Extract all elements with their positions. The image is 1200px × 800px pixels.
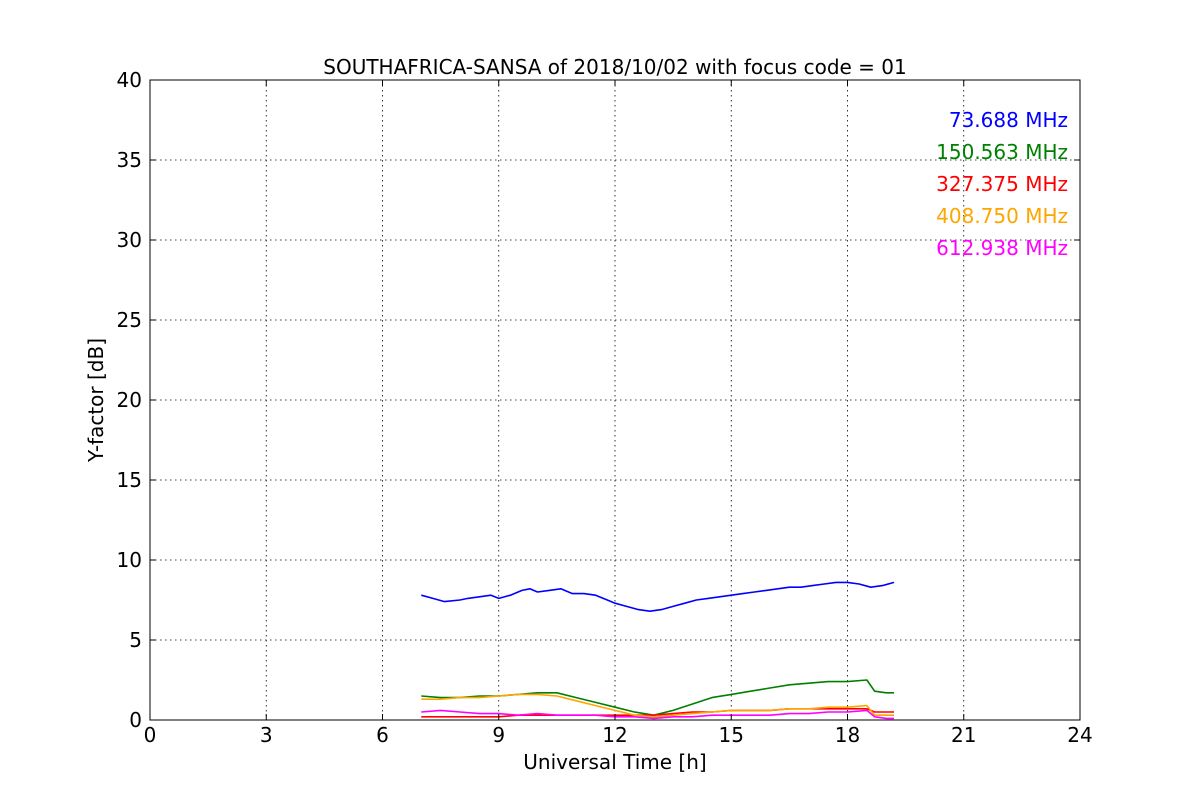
x-tick-label: 24 <box>1067 723 1092 747</box>
y-tick-label: 0 <box>129 708 142 732</box>
y-tick-label: 15 <box>117 468 142 492</box>
x-axis-label: Universal Time [h] <box>523 750 706 774</box>
x-tick-label: 18 <box>835 723 860 747</box>
chart-title: SOUTHAFRICA-SANSA of 2018/10/02 with foc… <box>323 55 907 79</box>
y-tick-label: 20 <box>117 388 142 412</box>
x-tick-label: 0 <box>144 723 157 747</box>
series-line-0 <box>421 581 895 613</box>
x-tick-label: 15 <box>719 723 744 747</box>
x-tick-label: 3 <box>260 723 273 747</box>
y-tick-label: 40 <box>117 68 142 92</box>
y-tick-label: 5 <box>129 628 142 652</box>
y-tick-label: 25 <box>117 308 142 332</box>
x-tick-label: 21 <box>951 723 976 747</box>
legend: 73.688 MHz 150.563 MHz 327.375 MHz 408.750 … <box>936 108 1068 260</box>
legend-entry-1: 150.563 MHz <box>936 140 1068 164</box>
y-tick-label: 30 <box>117 228 142 252</box>
y-axis-label: Y-factor [dB] <box>84 338 108 463</box>
ticks: 0 3 6 9 12 15 18 21 24 0 5 10 15 20 25 30 35 40 <box>117 68 1093 747</box>
grid <box>150 80 1080 720</box>
series-line-3 <box>421 693 894 718</box>
y-tick-label: 35 <box>117 148 142 172</box>
legend-entry-4: 612.938 MHz <box>936 236 1068 260</box>
series-layer <box>421 581 895 720</box>
x-tick-label: 9 <box>492 723 505 747</box>
legend-entry-0: 73.688 MHz <box>949 108 1068 132</box>
x-tick-label: 6 <box>376 723 389 747</box>
series-line-2 <box>421 707 894 718</box>
legend-entry-3: 408.750 MHz <box>936 204 1068 228</box>
x-tick-label: 12 <box>602 723 627 747</box>
series-line-4 <box>421 709 894 720</box>
legend-entry-2: 327.375 MHz <box>936 172 1068 196</box>
y-tick-label: 10 <box>117 548 142 572</box>
series-line-1 <box>421 679 894 717</box>
